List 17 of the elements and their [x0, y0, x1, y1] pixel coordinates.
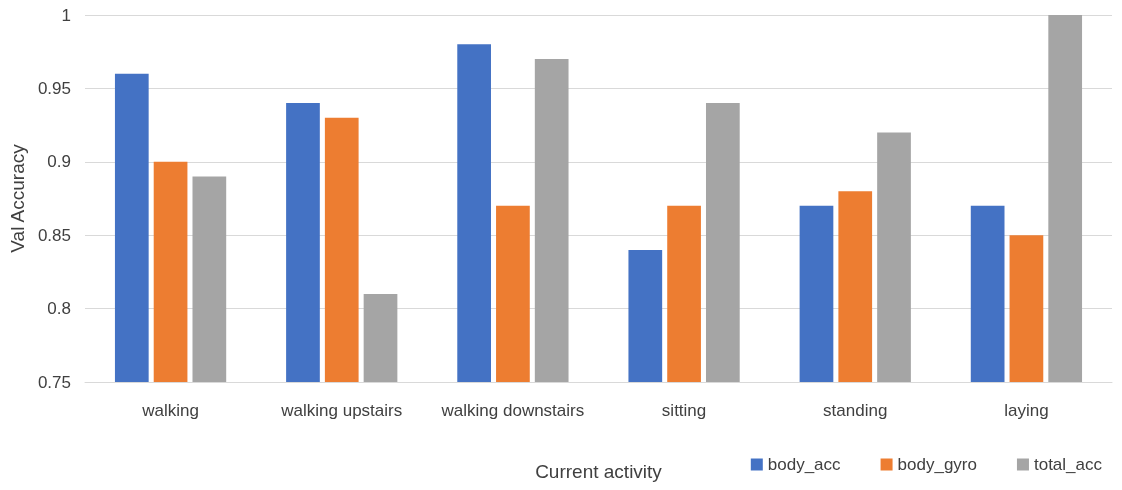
- x-tick-label: laying: [1004, 400, 1049, 420]
- x-tick-label: walking upstairs: [280, 400, 403, 420]
- legend-label: body_gyro: [897, 455, 977, 474]
- x-tick-label: walking downstairs: [440, 400, 585, 420]
- x-axis-title: Current activity: [535, 461, 663, 482]
- legend-label: total_acc: [1033, 455, 1103, 474]
- y-tick-label: 0.95: [37, 78, 71, 98]
- y-tick-label: 0.85: [37, 225, 71, 245]
- y-axis-title: Val Accuracy: [7, 143, 28, 253]
- y-tick-label: 0.9: [47, 152, 71, 172]
- x-tick-label: walking: [141, 400, 199, 420]
- y-tick-label: 1: [61, 5, 71, 25]
- legend-label: body_acc: [767, 455, 842, 474]
- x-tick-label: sitting: [661, 400, 707, 420]
- y-tick-label: 0.75: [37, 372, 71, 392]
- y-tick-label: 0.8: [47, 299, 71, 319]
- x-tick-label: standing: [823, 400, 888, 420]
